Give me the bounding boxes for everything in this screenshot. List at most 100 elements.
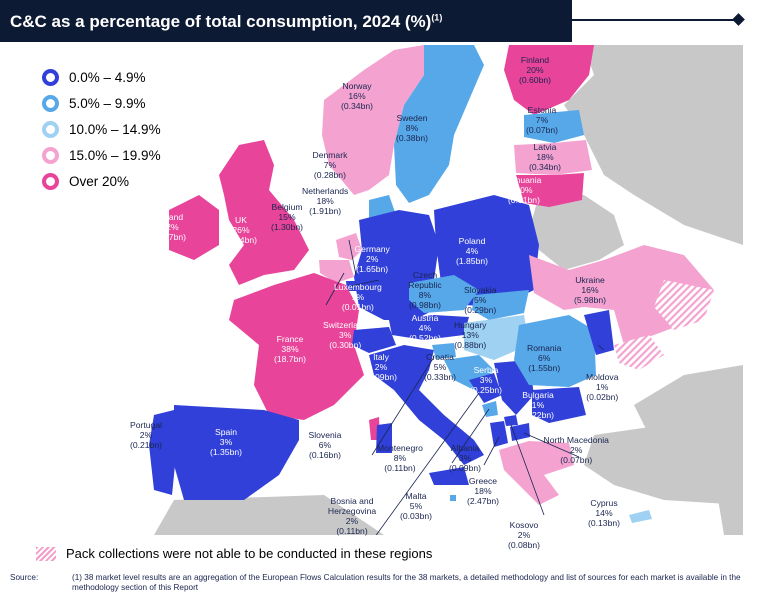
bulgaria-region — [532, 387, 586, 423]
source-text: (1) 38 market level results are an aggre… — [72, 573, 741, 592]
bosnia-region — [469, 373, 502, 403]
bulgaria-vol: (0.22bn) — [522, 410, 555, 420]
belgium-vol: (1.30bn) — [271, 222, 304, 232]
label-romania: Romania 6% (1.55bn) — [527, 343, 561, 373]
label-norway: Norway 16% (0.34bn) — [341, 81, 373, 111]
legend-item-4: Over 20% — [42, 168, 161, 194]
legend-label-0: 0.0% – 4.9% — [69, 69, 146, 85]
slovenia-region — [432, 343, 456, 359]
austria-name: Austria — [411, 313, 439, 323]
sweden-pct: 8% — [405, 123, 419, 133]
latvia-name: Latvia — [533, 142, 557, 152]
russia-region — [564, 45, 743, 535]
label-slovakia: Slovakia 5% (0.29bn) — [464, 285, 496, 315]
legend-swatch-2 — [42, 120, 59, 138]
lithuania-name: Lithuania — [506, 175, 542, 185]
label-sweden: Sweden 8% (0.38bn) — [396, 113, 428, 143]
norway-name: Norway — [342, 81, 372, 91]
denmark-name: Denmark — [312, 150, 348, 160]
estonia-name: Estonia — [527, 105, 557, 115]
label-denmark: Denmark 7% (0.28bn) — [313, 150, 348, 180]
lithuania-vol: (0.51bn) — [507, 195, 540, 205]
portugal-region — [149, 410, 176, 495]
source-label: Source: — [10, 573, 39, 582]
switzerland-pct: 3% — [339, 330, 352, 340]
label-albania: Albania 3% (0.09bn) — [449, 443, 481, 473]
label-uk: UK 26% (5.94bn) — [225, 215, 257, 245]
montenegro-region — [482, 401, 498, 417]
legend-item-0: 0.0% – 4.9% — [42, 64, 161, 90]
switzerland-vol: (0.30bn) — [329, 340, 362, 350]
czech-region — [409, 275, 479, 313]
label-kosovo: Kosovo 2% (0.08bn) — [508, 520, 540, 550]
label-spain: Spain 3% (1.35bn) — [210, 427, 242, 457]
ukraine-hatch-south — [614, 335, 664, 370]
label-bulgaria: Bulgaria 1% (0.22bn) — [522, 390, 554, 420]
uk-vol: (5.94bn) — [225, 235, 258, 245]
finland-name: Finland — [520, 55, 550, 65]
slovakia-region — [472, 290, 529, 320]
europe-map — [24, 45, 743, 535]
bosnia-name: Bosnia and Herzegovina — [327, 496, 377, 516]
legend-swatch-1 — [42, 94, 59, 112]
legend-item-2: 10.0% – 14.9% — [42, 116, 161, 142]
belarus-region — [532, 195, 624, 270]
norway-vol: (0.34bn) — [341, 101, 374, 111]
austria-region — [389, 315, 469, 340]
finland-pct: 20% — [526, 65, 544, 75]
label-hungary: Hungary 13% (0.88bn) — [454, 320, 486, 350]
austria-vol: (0.52bn) — [409, 333, 442, 343]
belgium-region — [319, 260, 354, 283]
switzerland-name: Switzerland — [323, 320, 368, 330]
label-germany: Germany 2% (1.65bn) — [355, 244, 390, 274]
legend-item-1: 5.0% – 9.9% — [42, 90, 161, 116]
ireland-name: Ireland — [156, 212, 184, 222]
denmark-vol: (0.28bn) — [313, 170, 346, 180]
legend-label-1: 5.0% – 9.9% — [69, 95, 146, 111]
france-vol: (18.7bn) — [274, 354, 307, 364]
hatch-note-text: Pack collections were not able to be con… — [66, 546, 433, 561]
romania-pct: 6% — [537, 353, 551, 363]
bosnia-pct: 2% — [345, 516, 359, 526]
uk-region — [219, 140, 309, 285]
title-footnote-marker: (1) — [431, 12, 443, 23]
serbia-name: Serbia — [473, 365, 499, 375]
north-macedonia-name: North Macedonia — [543, 435, 609, 445]
sicily-region — [429, 467, 469, 485]
slovakia-vol: (0.29bn) — [464, 305, 497, 315]
italy-pct: 2% — [374, 362, 388, 372]
malta-vol: (0.03bn) — [400, 511, 433, 521]
slovakia-pct: 5% — [474, 295, 487, 305]
france-region — [229, 273, 364, 420]
label-switzerland: Switzerland 3% (0.30bn) — [323, 320, 367, 350]
label-malta: Malta 5% (0.03bn) — [400, 491, 432, 521]
ireland-pct: 32% — [161, 222, 179, 232]
spain-region — [174, 405, 299, 500]
legend-label-3: 15.0% – 19.9% — [69, 147, 161, 163]
north-macedonia-pct: 2% — [570, 445, 583, 455]
label-serbia: Serbia 3% (0.25bn) — [470, 365, 502, 395]
germany-name: Germany — [354, 244, 390, 254]
kosovo-vol: (0.08bn) — [508, 540, 541, 550]
germany-pct: 2% — [365, 254, 379, 264]
portugal-name: Portugal — [130, 420, 163, 430]
slovenia-pct: 6% — [318, 440, 332, 450]
label-slovenia: Slovenia 6% (0.16bn) — [309, 430, 342, 460]
sweden-vol: (0.38bn) — [396, 133, 429, 143]
africa-region — [154, 495, 384, 535]
lithuania-region — [516, 173, 584, 207]
netherlands-region — [336, 233, 362, 260]
czech-name: Czech Republic — [408, 270, 442, 290]
label-ireland: Ireland 32% (1.07bn) — [154, 212, 186, 242]
albania-name: Albania — [450, 443, 480, 453]
label-france: France 38% (18.7bn) — [274, 334, 306, 364]
italy-vol: (1.09bn) — [365, 372, 398, 382]
norway-region — [322, 45, 424, 195]
kosovo-name: Kosovo — [509, 520, 539, 530]
spain-vol: (1.35bn) — [210, 447, 243, 457]
estonia-pct: 7% — [535, 115, 549, 125]
austria-pct: 4% — [418, 323, 432, 333]
chart-title: C&C as a percentage of total consumption… — [0, 0, 572, 42]
belgium-name: Belgium — [271, 202, 303, 212]
netherlands-name: Netherlands — [302, 186, 349, 196]
